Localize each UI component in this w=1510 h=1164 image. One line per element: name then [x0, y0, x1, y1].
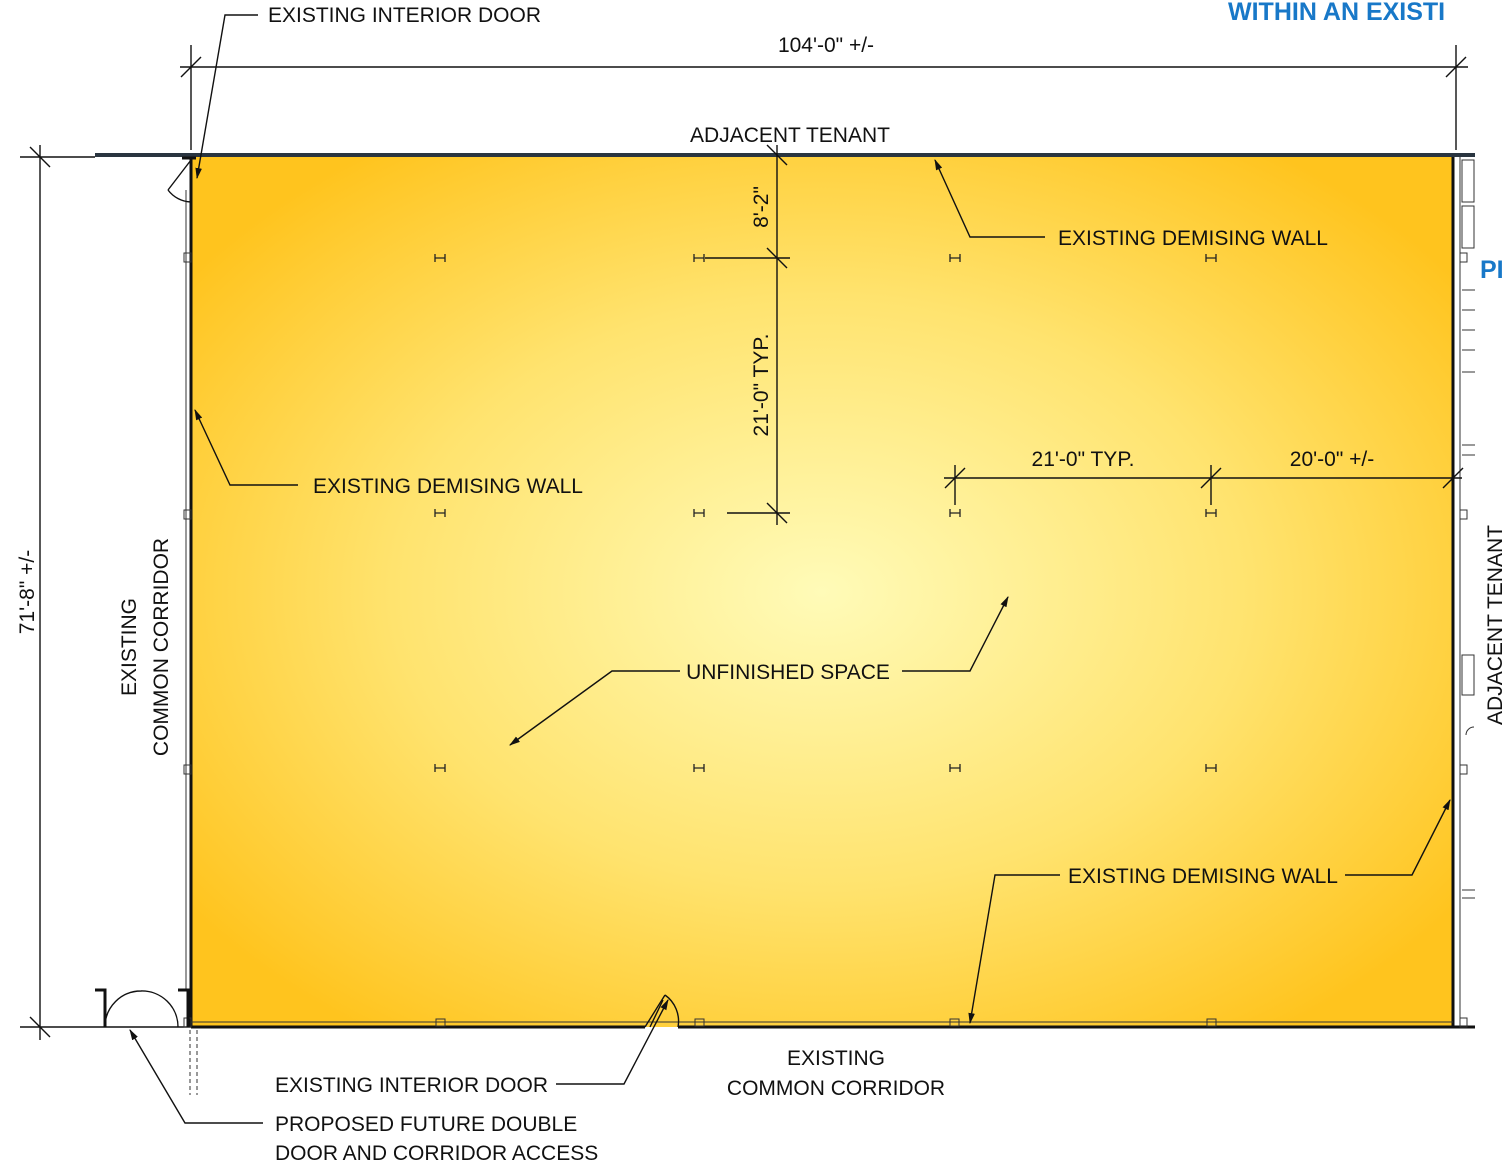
adjacent-tenant-top-label: ADJACENT TENANT: [690, 124, 890, 147]
proposed-door-label-line1: PROPOSED FUTURE DOUBLE: [275, 1113, 577, 1136]
overall-depth-label: 71'-8" +/-: [16, 550, 39, 634]
existing-common-corridor-left-line2: COMMON CORRIDOR: [150, 538, 173, 756]
existing-demising-wall-bottom-label: EXISTING DEMISING WALL: [1068, 865, 1338, 888]
unfinished-space-area: [191, 157, 1453, 1027]
dimension-column-horizontal: 21'-0" TYP. 20'-0" +/-: [944, 448, 1464, 505]
door-top-left: [167, 156, 196, 203]
demising-walls: [95, 153, 1475, 1029]
existing-interior-door-bottom-label: EXISTING INTERIOR DOOR: [275, 1074, 548, 1097]
unfinished-space-label: UNFINISHED SPACE: [686, 661, 890, 684]
overall-width-label: 104'-0" +/-: [778, 34, 874, 57]
sheet-title-top-right: WITHIN AN EXISTI: [1228, 0, 1445, 26]
column-grid: [434, 254, 1217, 772]
sheet-title-right: PI: [1480, 256, 1504, 284]
column-spacing-horizontal-label: 21'-0" TYP.: [1032, 448, 1135, 471]
existing-common-corridor-bottom-line2: COMMON CORRIDOR: [727, 1077, 945, 1100]
dimension-overall-width: 104'-0" +/-: [180, 34, 1468, 150]
proposed-double-door: [95, 988, 198, 1095]
existing-demising-wall-top-label: EXISTING DEMISING WALL: [1058, 227, 1328, 250]
end-bay-label: 20'-0" +/-: [1290, 448, 1374, 471]
existing-common-corridor-left-line1: EXISTING: [118, 598, 141, 696]
column-spacing-vertical-label: 21'-0" TYP.: [750, 334, 773, 437]
dimension-overall-depth: 71'-8" +/-: [16, 145, 95, 1040]
existing-common-corridor-bottom-line1: EXISTING: [787, 1047, 885, 1070]
adjacent-tenant-right-label: ADJACENT TENANT: [1484, 525, 1507, 725]
leader-lines: [129, 14, 1451, 1124]
proposed-door-label-line2: DOOR AND CORRIDOR ACCESS: [275, 1142, 598, 1164]
top-offset-label: 8'-2": [750, 186, 773, 228]
existing-demising-wall-left-label: EXISTING DEMISING WALL: [313, 475, 583, 498]
existing-interior-door-top-label: EXISTING INTERIOR DOOR: [268, 4, 541, 27]
dimension-column-vertical: 8'-2" 21'-0" TYP.: [705, 144, 790, 525]
